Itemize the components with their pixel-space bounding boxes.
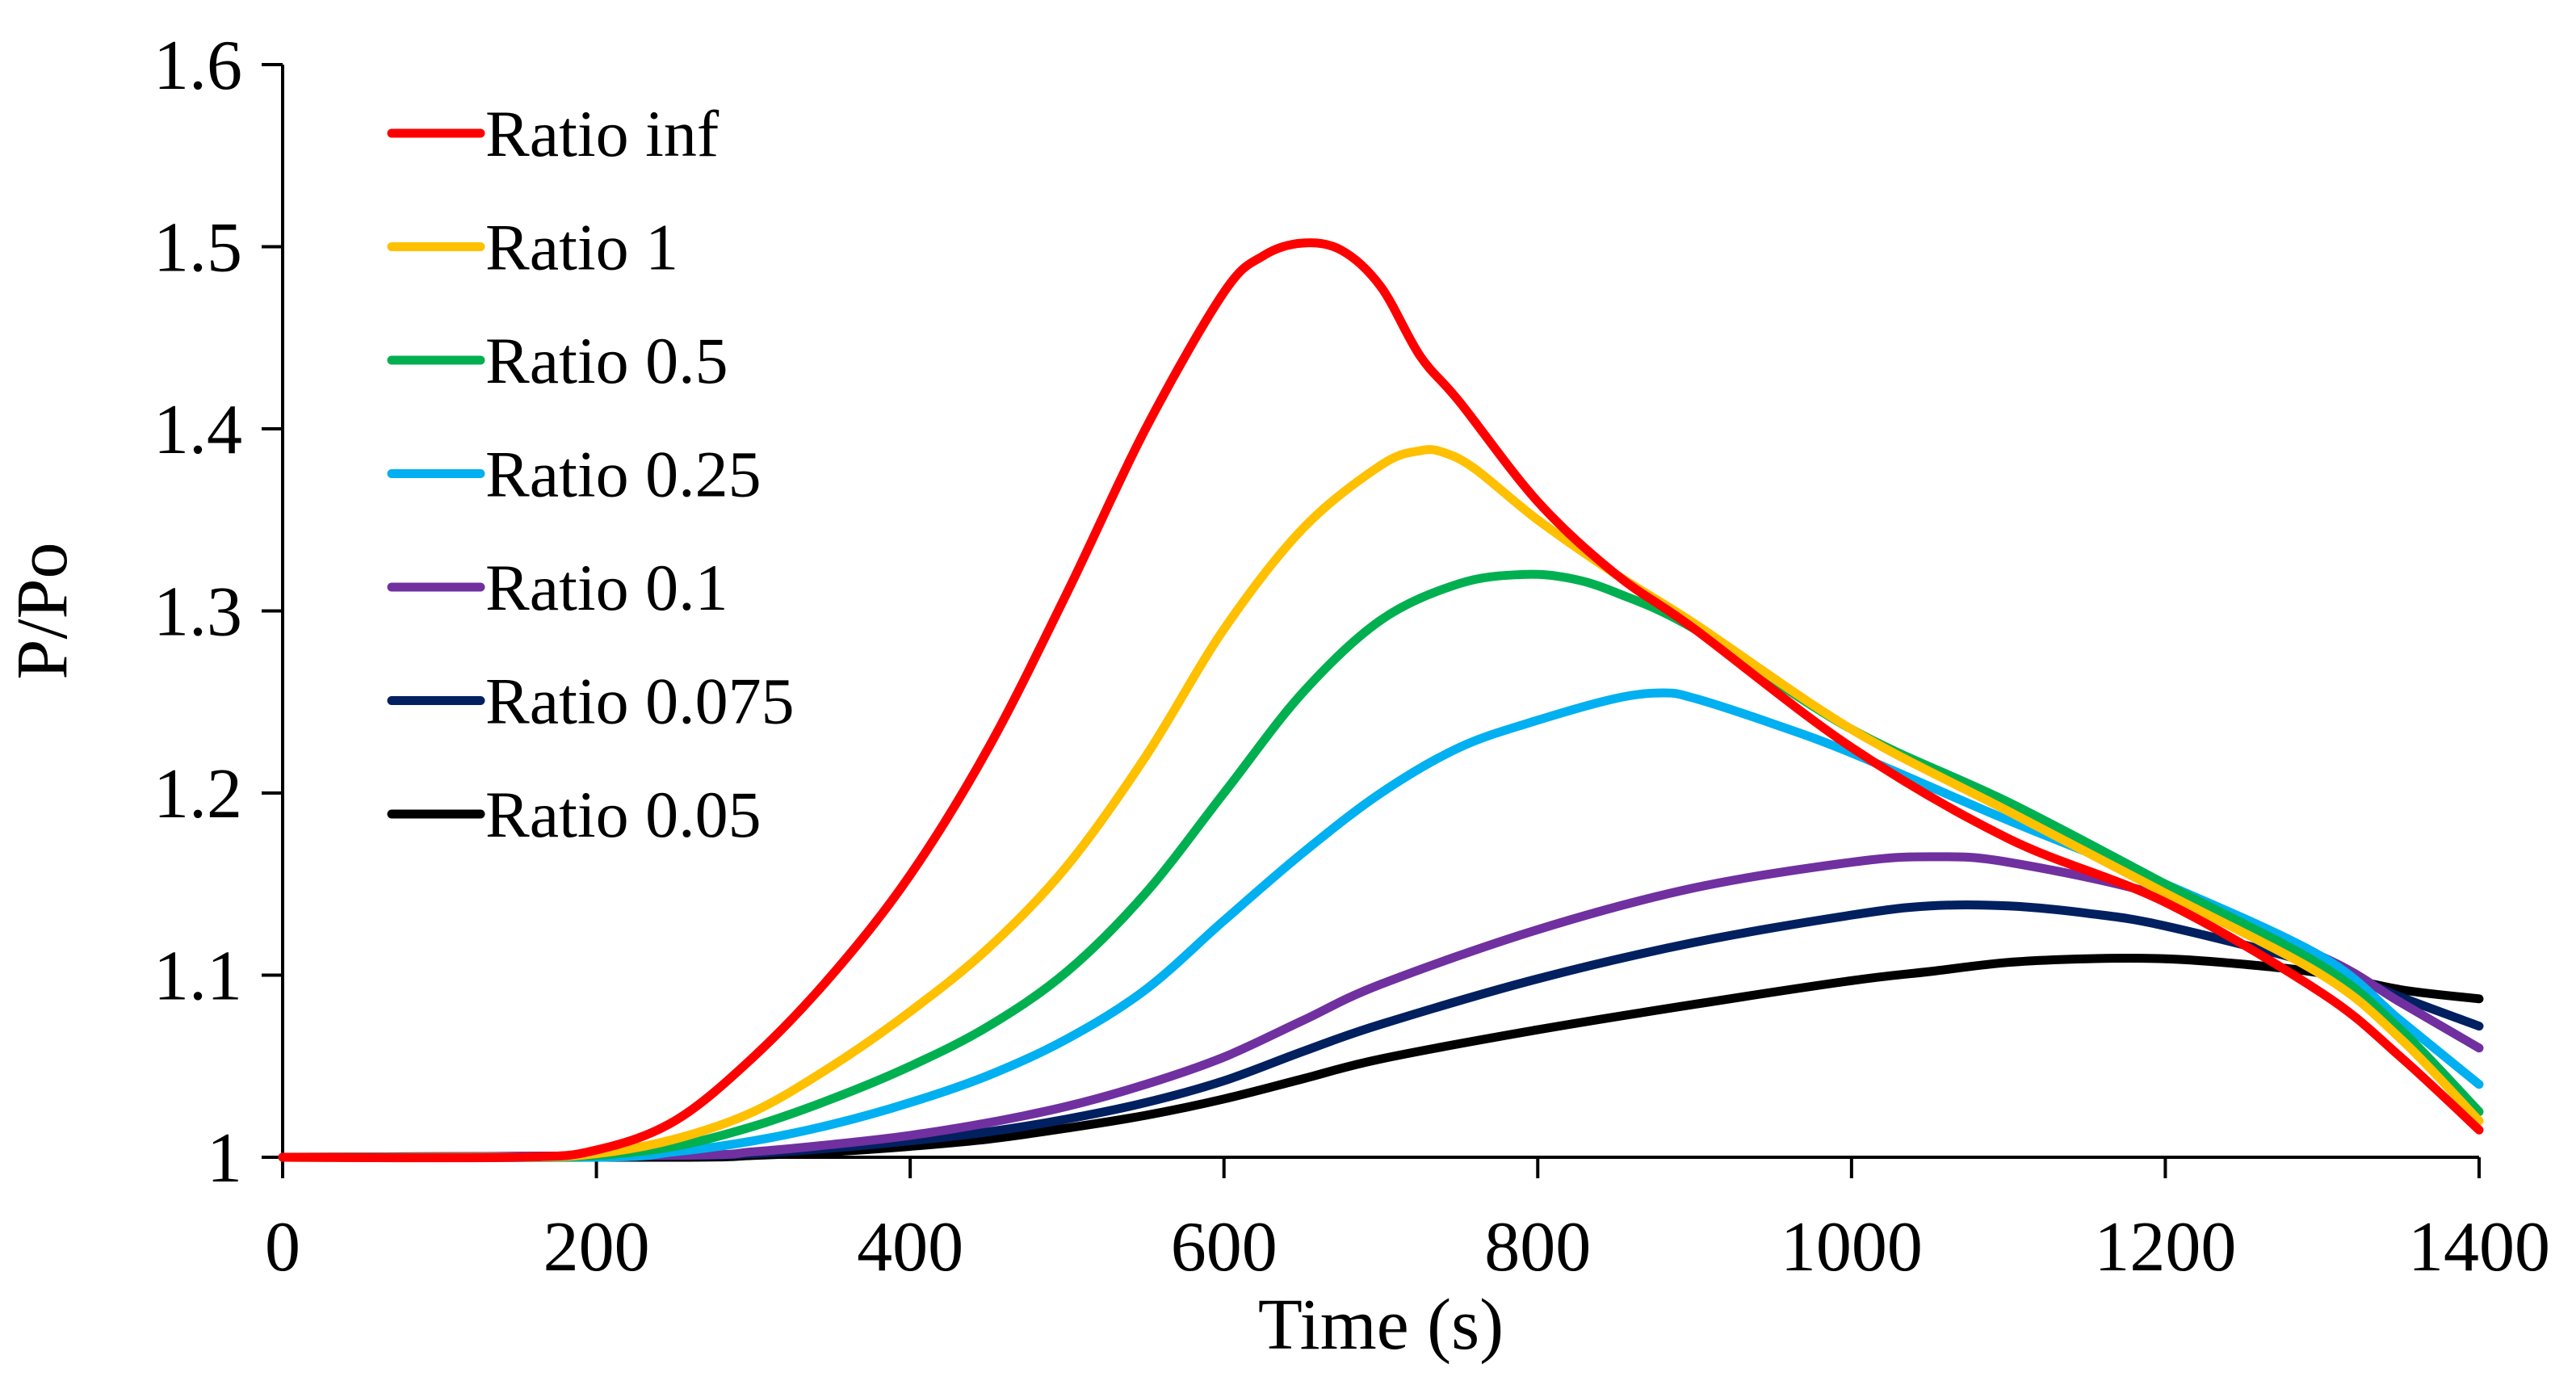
series-line-ratio-0-1 (278, 852, 2484, 1162)
x-axis-title: Time (s) (1258, 1285, 1504, 1365)
x-tick-label: 1200 (2094, 1208, 2236, 1286)
y-tick-label: 1.4 (153, 391, 242, 469)
series-lines (278, 238, 2484, 1163)
legend-label: Ratio 1 (485, 211, 678, 284)
legend-label: Ratio 0.5 (485, 324, 728, 397)
x-tick-label: 400 (857, 1208, 963, 1286)
series-line-ratio-0-5 (278, 569, 2484, 1162)
axes: 1 1.1 1.2 1.3 1.4 1.5 1.6 0 200 400 600 800 1000 1200… (153, 27, 2550, 1286)
legend: Ratio inf Ratio 1 Ratio 0.5 Ratio 0.25 Ratio… (387, 97, 795, 851)
y-tick-label: 1 (207, 1119, 242, 1198)
legend-label: Ratio 0.05 (485, 778, 761, 851)
x-tick-label: 600 (1171, 1208, 1278, 1286)
series-line-ratio-0-075 (278, 900, 2484, 1162)
x-tick-label: 200 (543, 1208, 650, 1286)
x-tick-label: 1400 (2408, 1208, 2550, 1286)
y-tick-label: 1.6 (153, 27, 242, 105)
legend-label: Ratio 0.25 (485, 438, 761, 511)
legend-label: Ratio 0.075 (485, 665, 795, 738)
legend-label: Ratio 0.1 (485, 551, 728, 624)
y-axis-title: P/Po (2, 542, 82, 679)
legend-label: Ratio inf (485, 97, 720, 170)
y-tick-label: 1.3 (153, 573, 242, 652)
series-line-ratio-inf (278, 238, 2484, 1163)
x-tick-label: 1000 (1781, 1208, 1923, 1286)
y-tick-label: 1.2 (153, 755, 242, 833)
y-tick-label: 1.1 (153, 938, 242, 1016)
series-line-ratio-1 (278, 445, 2484, 1162)
x-tick-label: 0 (265, 1208, 300, 1286)
y-tick-label: 1.5 (153, 209, 242, 287)
x-tick-label: 800 (1484, 1208, 1591, 1286)
